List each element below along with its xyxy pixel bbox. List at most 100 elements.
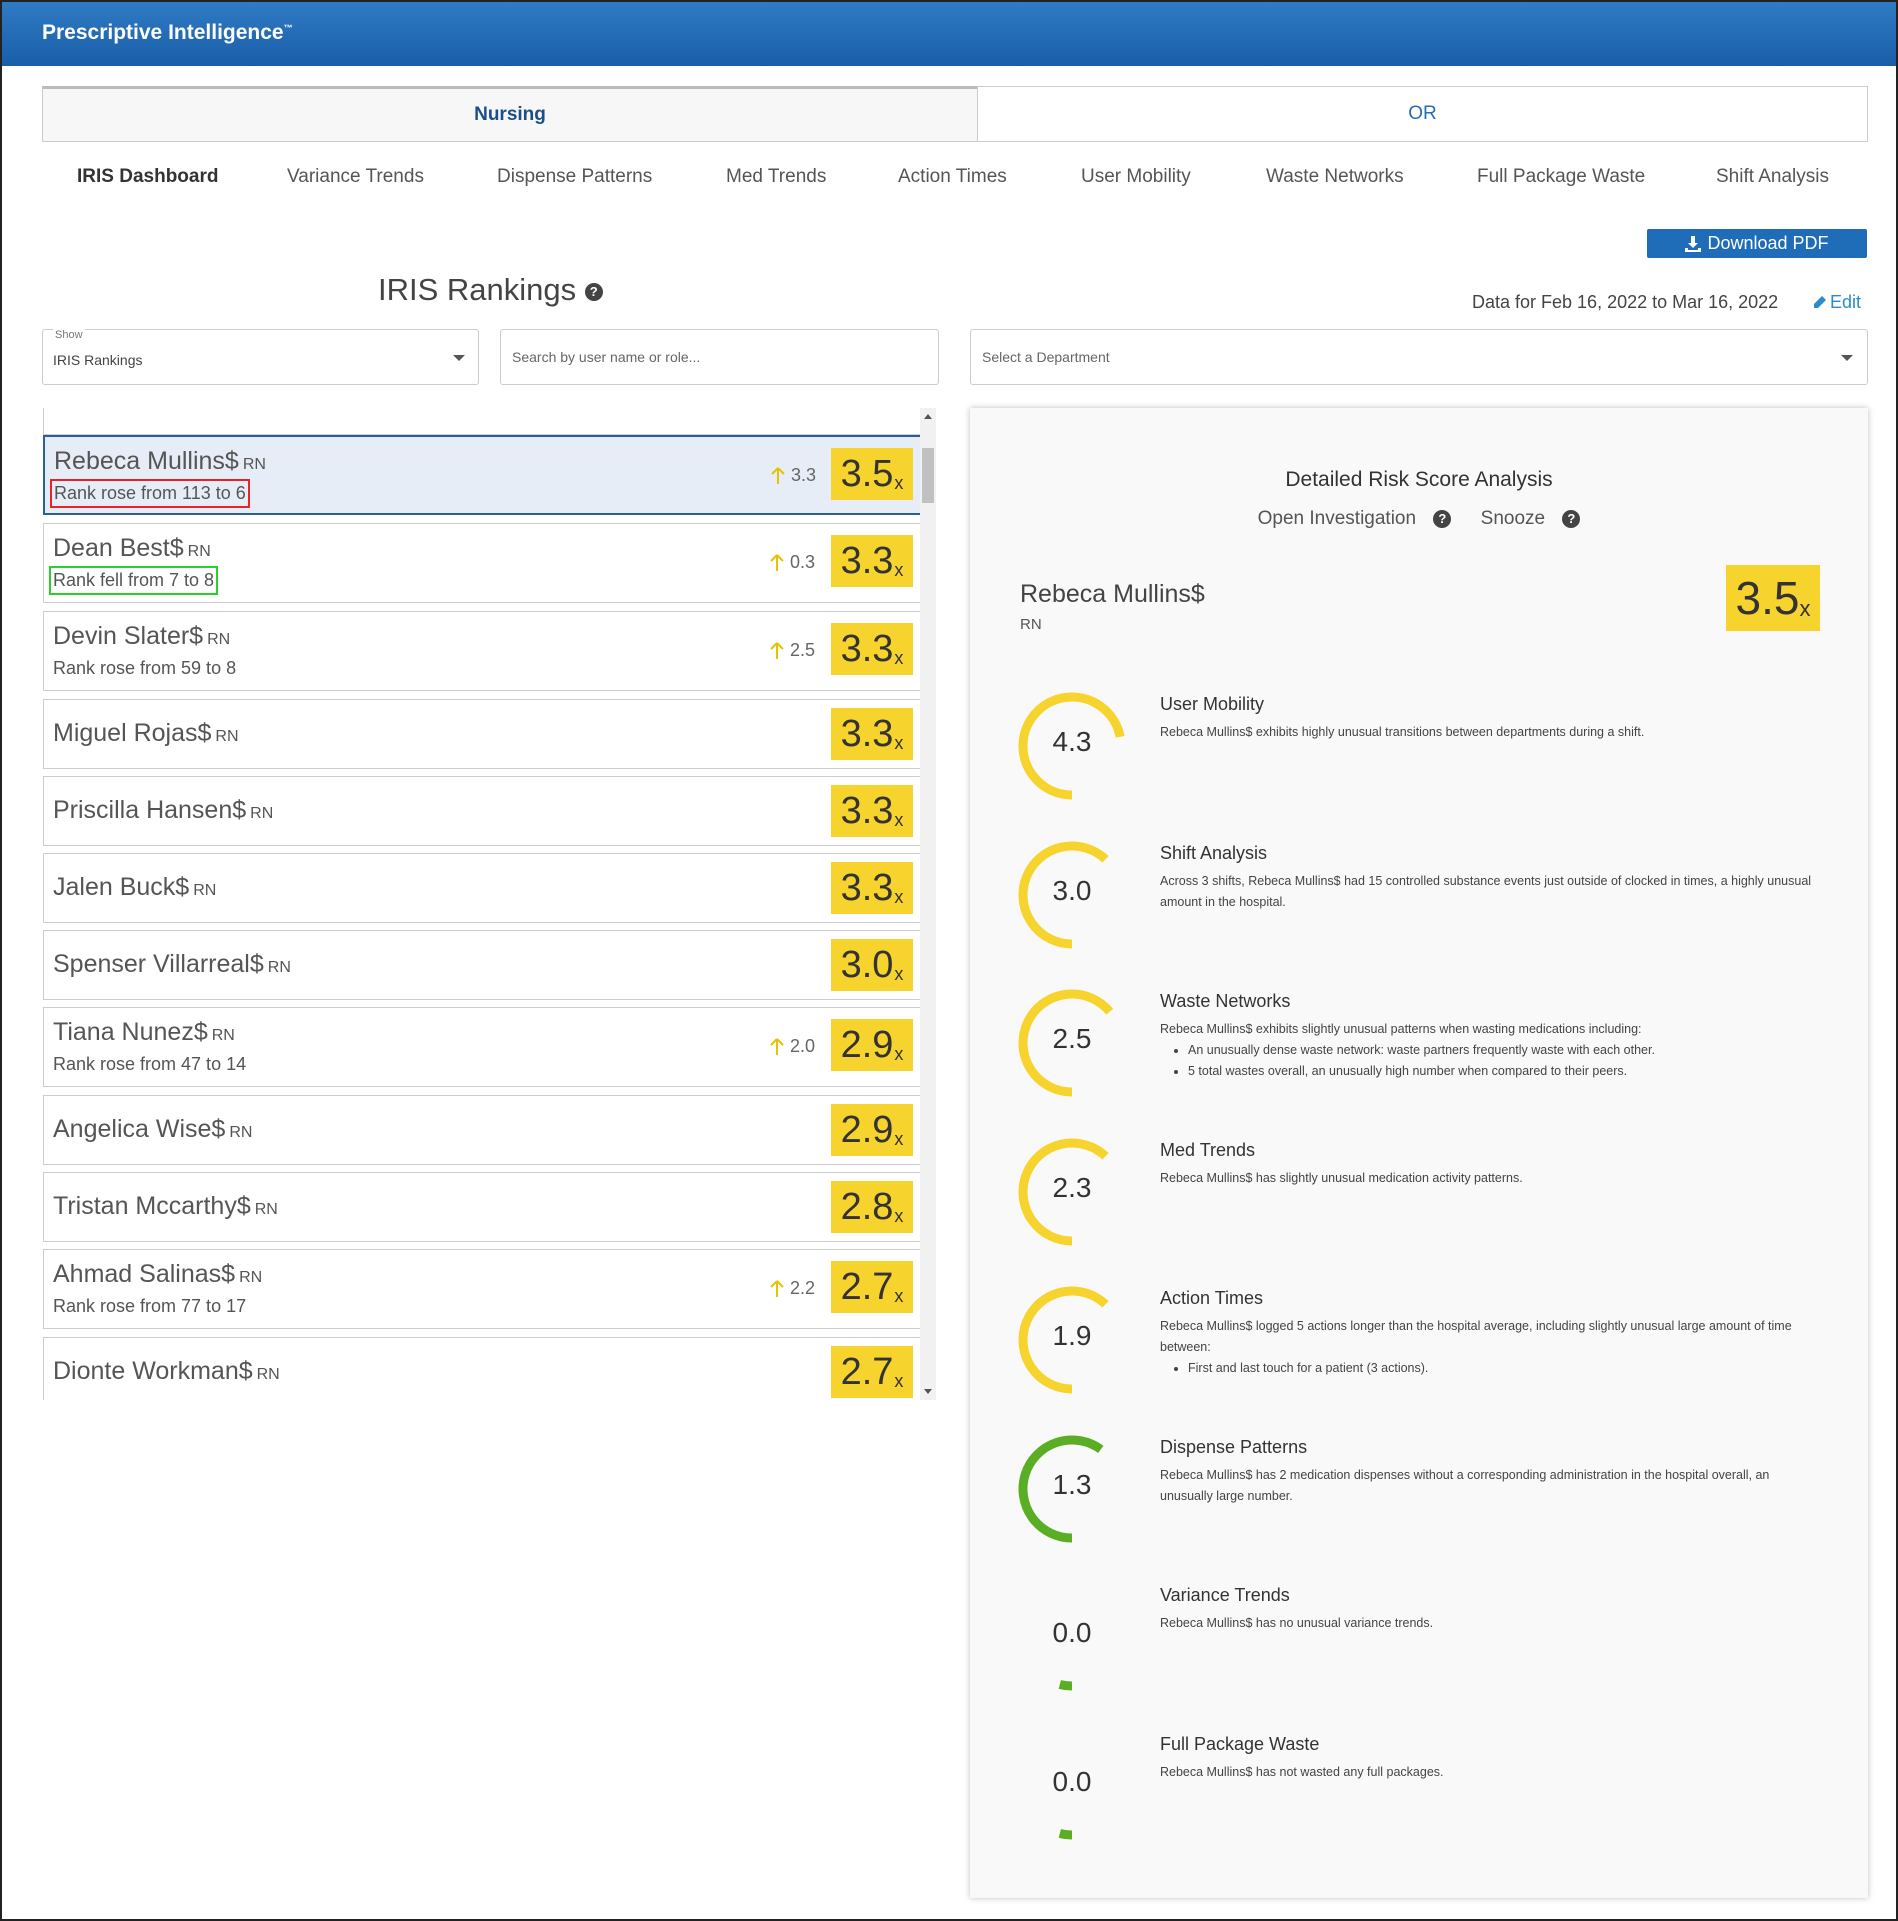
score-badge: 2.7 x bbox=[831, 1346, 913, 1398]
score-badge: 2.9 x bbox=[831, 1104, 913, 1156]
rank-change: Rank rose from 47 to 14 bbox=[53, 1054, 247, 1074]
open-investigation-link[interactable]: Open Investigation ? bbox=[1252, 508, 1458, 529]
download-icon bbox=[1685, 235, 1702, 252]
list-item[interactable]: Ahmad Salinas$ RN Rank rose from 77 to 17 2… bbox=[43, 1249, 922, 1329]
metric-bullet: First and last touch for a patient (3 ac… bbox=[1188, 1358, 1820, 1379]
gauge-arc bbox=[1058, 1828, 1073, 1839]
arrow-up-icon bbox=[770, 1279, 784, 1297]
subnav-user-mobility[interactable]: User Mobility bbox=[1081, 166, 1191, 187]
rank-change: Rank fell from 7 to 8 bbox=[48, 566, 219, 595]
subnav-variance-trends[interactable]: Variance Trends bbox=[287, 166, 424, 187]
arrow-up-icon bbox=[770, 1037, 784, 1055]
detail-title: Detailed Risk Score Analysis bbox=[1285, 468, 1553, 491]
user-name: Miguel Rojas$ RN bbox=[53, 719, 239, 747]
gauge-arc bbox=[1018, 989, 1114, 1097]
list-item[interactable]: Devin Slater$ RN Rank rose from 59 to 8 2.5… bbox=[43, 611, 922, 691]
subnav-iris-dashboard[interactable]: IRIS Dashboard bbox=[77, 166, 219, 187]
user-name: Priscilla Hansen$ RN bbox=[53, 796, 274, 824]
metric-row: 4.3 User Mobility Rebeca Mullins$ exhibits… bbox=[970, 690, 1868, 830]
gauge-icon bbox=[1018, 1435, 1104, 1542]
user-role: RN bbox=[254, 1201, 278, 1218]
gauge-icon bbox=[1058, 1680, 1073, 1691]
metric-title: Dispense Patterns bbox=[1160, 1436, 1308, 1457]
user-name: Rebeca Mullins$ RN bbox=[54, 447, 266, 475]
list-item[interactable]: Dean Best$ RN Rank fell from 7 to 8 0.3 3.3 x bbox=[43, 523, 922, 603]
metric-score: 2.3 bbox=[1052, 1171, 1092, 1203]
department-select[interactable]: Select a Department bbox=[970, 329, 1868, 385]
user-name: Jalen Buck$ RN bbox=[53, 873, 217, 901]
list-item[interactable] bbox=[43, 408, 922, 435]
rankings-list[interactable]: Rebeca Mullins$ RN Rank rose from 113 to 6… bbox=[42, 408, 940, 1400]
subnav-med-trends[interactable]: Med Trends bbox=[726, 166, 827, 187]
subnav-waste-networks[interactable]: Waste Networks bbox=[1266, 166, 1404, 187]
search-input[interactable]: Search by user name or role... bbox=[500, 329, 939, 385]
list-item[interactable]: Dionte Workman$ RN 2.7 x bbox=[43, 1337, 922, 1400]
gauge-icon bbox=[1018, 841, 1109, 948]
score-badge: 2.9 x bbox=[831, 1019, 913, 1071]
chevron-down-icon bbox=[1841, 355, 1853, 361]
tab-nursing[interactable]: Nursing bbox=[42, 86, 978, 142]
list-item[interactable]: Priscilla Hansen$ RN 3.3 x bbox=[43, 776, 922, 846]
gauge-arc bbox=[1018, 692, 1125, 800]
subnav-full-package-waste[interactable]: Full Package Waste bbox=[1477, 166, 1646, 187]
help-icon[interactable]: ? bbox=[1433, 509, 1452, 528]
score-badge: 3.3 x bbox=[831, 708, 913, 760]
download-pdf-label: Download PDF bbox=[1707, 233, 1829, 253]
help-icon[interactable]: ? bbox=[584, 282, 603, 301]
metric-score: 4.3 bbox=[1052, 726, 1092, 757]
tab-or[interactable]: OR bbox=[977, 86, 1868, 142]
metric-score: 2.5 bbox=[1052, 1023, 1092, 1054]
list-scrollbar[interactable] bbox=[920, 408, 936, 1400]
metric-description: Rebeca Mullins$ has no unusual variance … bbox=[1160, 1616, 1434, 1630]
list-item[interactable]: Angelica Wise$ RN 2.9 x bbox=[43, 1095, 922, 1165]
metric-description: Rebeca Mullins$ logged 5 actions longer … bbox=[1160, 1316, 1820, 1379]
metric-score: 3.0 bbox=[1052, 874, 1092, 906]
user-role: RN bbox=[256, 1366, 280, 1383]
list-item[interactable]: Tiana Nunez$ RN Rank rose from 47 to 14 2.0… bbox=[43, 1007, 922, 1087]
download-pdf-button[interactable]: Download PDF bbox=[1647, 229, 1867, 258]
score-delta: 2.0 bbox=[770, 1036, 815, 1057]
show-select[interactable]: Show IRIS Rankings bbox=[42, 329, 479, 385]
subnav-action-times[interactable]: Action Times bbox=[898, 166, 1007, 187]
list-item[interactable]: Rebeca Mullins$ RN Rank rose from 113 to 6… bbox=[43, 435, 922, 515]
help-icon[interactable]: ? bbox=[1562, 509, 1581, 528]
user-name: Dionte Workman$ RN bbox=[53, 1357, 280, 1385]
list-item[interactable]: Tristan Mccarthy$ RN 2.8 x bbox=[43, 1172, 922, 1242]
arrow-up-icon bbox=[771, 466, 785, 484]
list-item[interactable]: Jalen Buck$ RN 3.3 x bbox=[43, 853, 922, 923]
rank-change: Rank rose from 77 to 17 bbox=[53, 1296, 247, 1316]
score-delta: 2.5 bbox=[770, 640, 815, 661]
show-value: IRIS Rankings bbox=[53, 352, 143, 368]
user-name: Ahmad Salinas$ RN bbox=[53, 1260, 263, 1288]
user-role: RN bbox=[250, 805, 274, 822]
gauge-icon bbox=[1018, 1286, 1109, 1394]
user-role: RN bbox=[242, 456, 266, 473]
scroll-up-icon[interactable] bbox=[924, 414, 932, 419]
list-item[interactable]: Miguel Rojas$ RN 3.3 x bbox=[43, 699, 922, 769]
detail-user-role: RN bbox=[1020, 616, 1042, 633]
page-title: IRIS Rankings ? bbox=[378, 272, 603, 308]
user-role: RN bbox=[215, 728, 239, 745]
detail-panel: Detailed Risk Score Analysis Open Invest… bbox=[970, 408, 1868, 1898]
scroll-thumb[interactable] bbox=[922, 448, 934, 503]
metric-row: 0.0 Full Package Waste Rebeca Mullins$ has… bbox=[970, 1730, 1868, 1870]
arrow-up-icon bbox=[770, 641, 784, 659]
gauge-icon bbox=[1018, 1138, 1109, 1245]
metric-row: 2.3 Med Trends Rebeca Mullins$ has slightl… bbox=[970, 1136, 1868, 1276]
arrow-up-icon bbox=[770, 553, 784, 571]
edit-date-link[interactable]: Edit bbox=[1812, 292, 1861, 313]
metric-description: Rebeca Mullins$ exhibits slightly unusua… bbox=[1160, 1019, 1820, 1082]
subnav-shift-analysis[interactable]: Shift Analysis bbox=[1716, 166, 1829, 187]
snooze-link[interactable]: Snooze ? bbox=[1475, 508, 1587, 529]
metric-description: Rebeca Mullins$ exhibits highly unusual … bbox=[1160, 725, 1645, 739]
metric-title: Variance Trends bbox=[1160, 1585, 1290, 1605]
subnav-dispense-patterns[interactable]: Dispense Patterns bbox=[497, 166, 653, 187]
show-label: Show bbox=[53, 329, 85, 341]
scroll-down-icon[interactable] bbox=[924, 1389, 932, 1394]
list-item[interactable]: Spenser Villarreal$ RN 3.0 x bbox=[43, 930, 922, 1000]
score-badge: 2.8 x bbox=[831, 1181, 913, 1233]
user-name: Tiana Nunez$ RN bbox=[53, 1018, 235, 1046]
user-name: Spenser Villarreal$ RN bbox=[53, 950, 291, 978]
metric-description: Rebeca Mullins$ has 2 medication dispens… bbox=[1160, 1467, 1770, 1503]
metric-description: Rebeca Mullins$ has slightly unusual med… bbox=[1160, 1170, 1523, 1185]
